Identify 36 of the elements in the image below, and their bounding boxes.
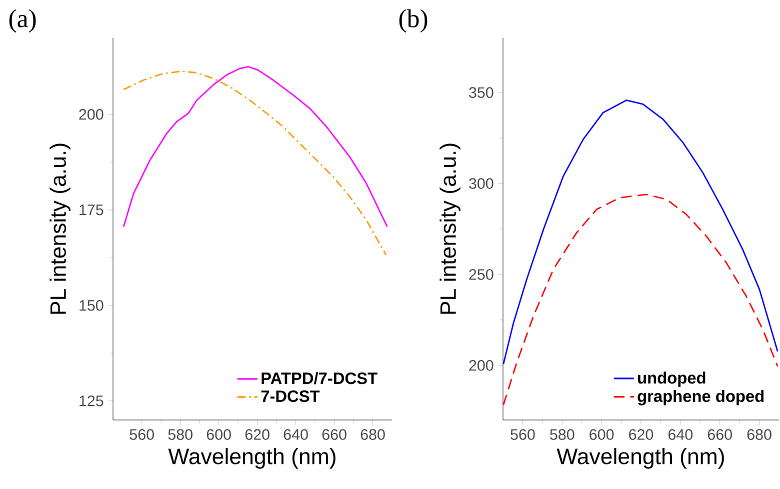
x-tick-label: 580 [550, 429, 574, 440]
x-axis-title: Wavelength (nm) [556, 448, 724, 469]
legend-label: graphene doped [638, 390, 764, 406]
y-tick-label: 125 [80, 395, 104, 406]
text: (a) [9, 9, 36, 33]
y-axis-title: PL intensity (a.u.) [440, 144, 460, 314]
legend-label: undoped [638, 372, 706, 387]
x-tick-label: 660 [708, 429, 732, 440]
x-tick-label: 680 [360, 429, 385, 440]
line-series [122, 66, 388, 228]
x-tick-label: 640 [668, 429, 693, 440]
legend-label: PATPD/7-DCST [262, 372, 378, 384]
x-axis-title: Wavelength (nm) [168, 448, 336, 469]
y-tick-label: 175 [80, 204, 104, 216]
x-tick-label: 580 [168, 429, 192, 440]
x-tick-label: 600 [590, 429, 614, 440]
y-tick-label: 250 [469, 269, 494, 280]
x-tick-label: 560 [510, 429, 535, 440]
x-tick-label: 660 [322, 429, 346, 440]
x-tick-label: 640 [284, 429, 308, 440]
y-axis-title: PL intensity (a.u.) [50, 144, 70, 314]
line-series [502, 100, 778, 365]
text: (b) [399, 9, 428, 33]
legend-label: 7-DCST [261, 390, 320, 402]
x-tick-label: 680 [747, 429, 772, 440]
y-tick-label: 350 [469, 87, 494, 98]
x-tick-label: 620 [629, 429, 654, 440]
y-tick-label: 200 [79, 108, 104, 120]
x-tick-label: 560 [130, 429, 154, 440]
x-tick-label: 600 [206, 429, 231, 440]
y-tick-label: 150 [80, 300, 104, 311]
y-tick-label: 200 [469, 360, 494, 371]
y-tick-label: 300 [469, 178, 494, 189]
line-series [122, 70, 387, 256]
line-series [502, 194, 778, 406]
x-tick-label: 620 [245, 429, 270, 440]
